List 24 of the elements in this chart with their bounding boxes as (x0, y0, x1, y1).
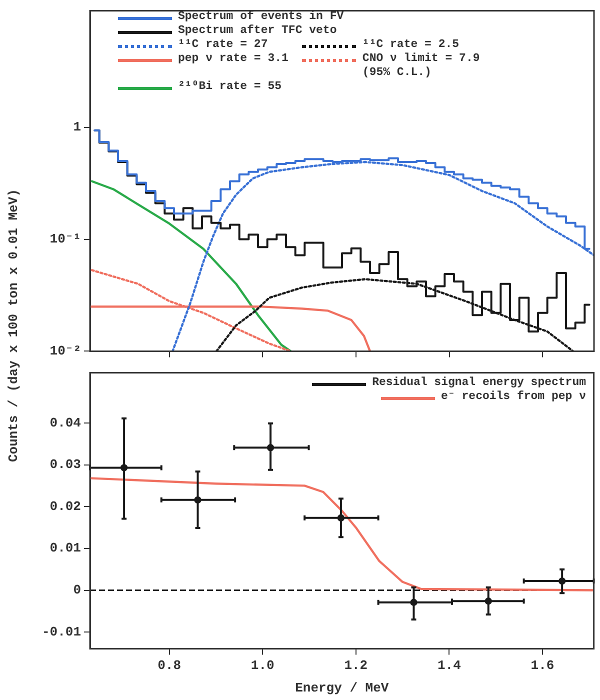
x-tick-label: 1.0 (250, 658, 274, 673)
x-axis-title: Energy / MeV (295, 680, 389, 696)
x-tick-label: 0.8 (158, 658, 182, 673)
y-tick-label: 10⁻² (50, 343, 81, 358)
legend-label: ¹¹C rate = 2.5 (362, 38, 460, 52)
y-axis-title: Counts / (day x 100 ton x 0.01 MeV) (6, 188, 22, 462)
legend-label: ¹¹C rate = 27 (178, 38, 268, 52)
y-tick-label: 10⁻¹ (50, 232, 81, 247)
legend-label: ²¹⁰Bi rate = 55 (178, 80, 282, 94)
legend-label: CNO ν limit = 7.9 (95% C.L.) (362, 52, 480, 80)
legend-label: Residual signal energy spectrum (372, 376, 586, 390)
y-tick-label: 0.02 (50, 498, 82, 514)
x-tick-label: 1.6 (530, 658, 554, 673)
y-tick-label: 0.03 (50, 457, 82, 472)
x-tick-label: 1.4 (437, 658, 462, 673)
y-tick-label: -0.01 (42, 624, 82, 640)
y-tick-label: 1 (73, 120, 82, 135)
legend-label: pep ν rate = 3.1 (178, 52, 288, 66)
legend-label: e⁻ recoils from pep ν (441, 390, 586, 404)
x-tick-label: 1.2 (344, 658, 368, 673)
y-tick-label: 0 (73, 582, 82, 598)
legend-label: Spectrum after TFC veto (178, 24, 337, 38)
y-tick-label: 0.04 (50, 415, 82, 430)
y-tick-label: 0.01 (50, 540, 82, 556)
